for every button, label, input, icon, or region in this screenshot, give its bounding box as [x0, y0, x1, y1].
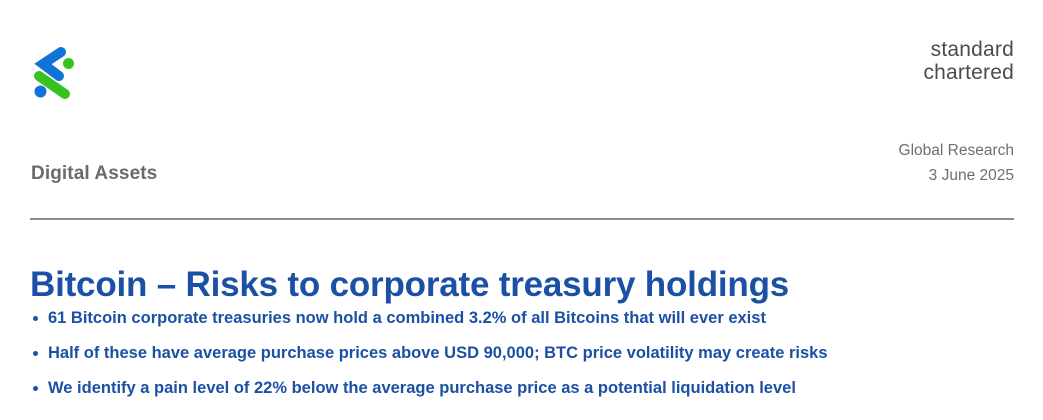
bullet-dot-icon: [33, 386, 38, 391]
list-item-text: We identify a pain level of 22% below th…: [48, 379, 796, 397]
bullet-dot-icon: [33, 351, 38, 356]
list-item: Half of these have average purchase pric…: [30, 342, 1020, 364]
standard-chartered-logo-icon: [31, 45, 77, 105]
page-title: Bitcoin – Risks to corporate treasury ho…: [30, 265, 790, 305]
standard-chartered-wordmark: standard chartered: [923, 38, 1014, 84]
list-item: We identify a pain level of 22% below th…: [30, 377, 1020, 399]
key-points-list: 61 Bitcoin corporate treasuries now hold…: [30, 307, 1020, 412]
wordmark-line-chartered: chartered: [923, 61, 1014, 84]
report-date: 3 June 2025: [928, 167, 1014, 184]
wordmark-line-standard: standard: [930, 38, 1014, 61]
research-unit-label: Global Research: [898, 142, 1014, 159]
bullet-dot-icon: [33, 316, 38, 321]
report-meta: Global Research 3 June 2025: [899, 138, 1014, 188]
masthead: standard chartered Global Research 3 Jun…: [30, 38, 1014, 220]
list-item-text: Half of these have average purchase pric…: [48, 344, 828, 362]
header-divider: [30, 218, 1014, 220]
list-item-text: 61 Bitcoin corporate treasuries now hold…: [48, 309, 766, 327]
list-item: 61 Bitcoin corporate treasuries now hold…: [30, 307, 1020, 329]
division-label: Digital Assets: [31, 163, 158, 184]
